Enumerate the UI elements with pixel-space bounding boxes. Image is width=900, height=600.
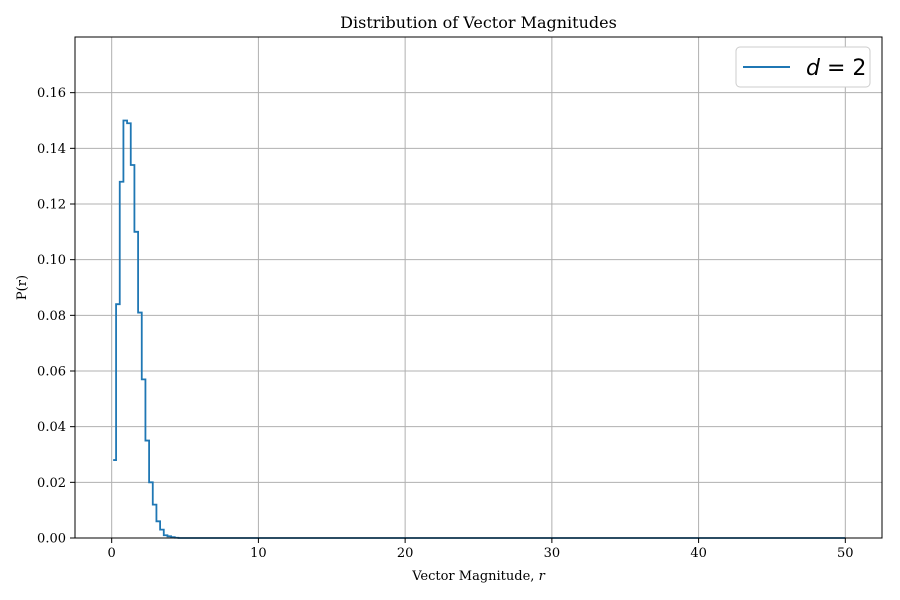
axes-frame — [74, 36, 883, 539]
y-tick-label: 0.14 — [37, 142, 66, 157]
plot-area — [113, 119, 846, 539]
x-axis-title: Vector Magnitude, r — [411, 569, 545, 584]
y-tick-label: 0.00 — [37, 532, 66, 547]
legend: d = 2 — [735, 46, 871, 88]
chart-title: Distribution of Vector Magnitudes — [340, 13, 617, 32]
ticks: 0 10 20 30 40 50 0.00 0.02 0.04 0.06 0.08 0.10 0.12 0… — [37, 86, 854, 561]
y-tick-label: 0.04 — [37, 420, 66, 435]
x-tick-label: 30 — [544, 546, 561, 561]
legend-label-rest: = 2 — [820, 56, 866, 81]
y-tick-label: 0.16 — [37, 86, 66, 101]
x-tick-label: 10 — [250, 546, 267, 561]
grid — [75, 37, 882, 539]
legend-label-variable: d — [806, 56, 821, 81]
x-axis-title-text: Vector Magnitude, — [411, 569, 538, 584]
y-tick-label: 0.12 — [37, 198, 66, 213]
series-line-0 — [113, 119, 846, 539]
x-tick-label: 40 — [690, 546, 707, 561]
x-tick-label: 50 — [837, 546, 854, 561]
legend-label-d2: d = 2 — [806, 56, 866, 81]
y-axis-title: P(r) — [15, 275, 30, 300]
x-tick-label: 20 — [397, 546, 414, 561]
y-tick-label: 0.10 — [37, 253, 66, 268]
legend-box — [735, 46, 871, 88]
y-tick-label: 0.06 — [37, 365, 66, 380]
y-tick-label: 0.08 — [37, 309, 66, 324]
x-axis-title-variable: r — [539, 569, 546, 584]
x-tick-label: 0 — [108, 546, 116, 561]
y-tick-label: 0.02 — [37, 476, 66, 491]
